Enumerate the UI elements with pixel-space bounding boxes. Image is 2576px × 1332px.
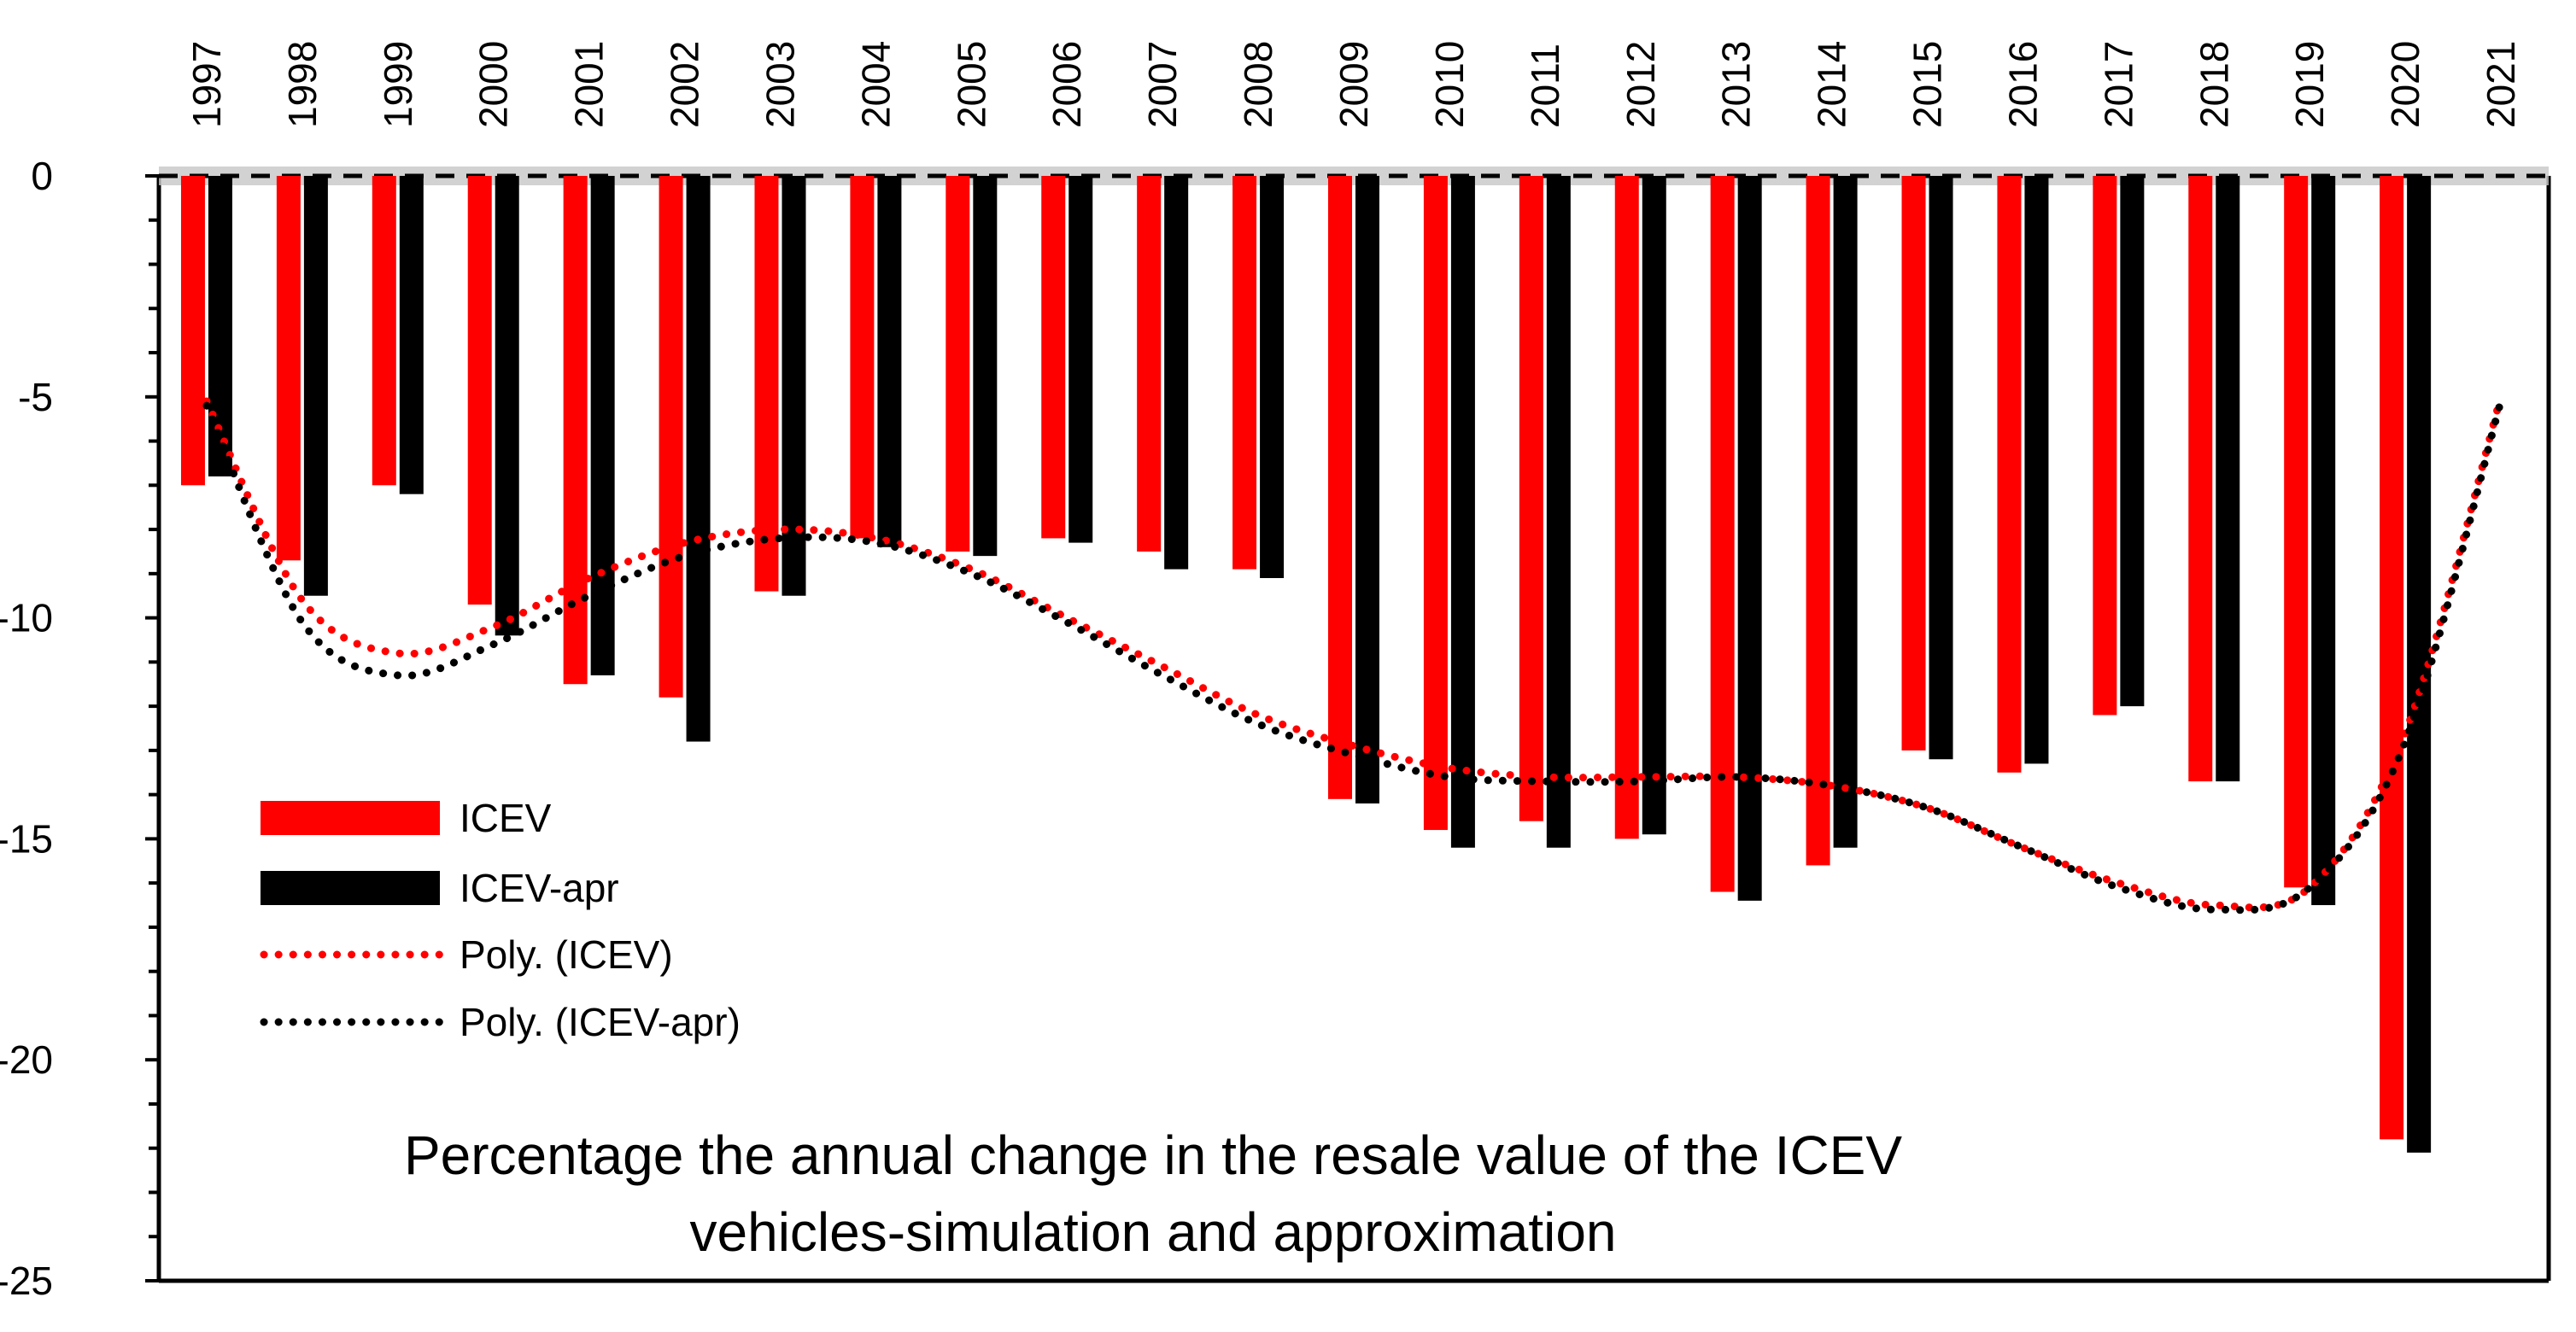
bar-icev-apr <box>303 176 328 596</box>
chart-title-line: Percentage the annual change in the resa… <box>404 1125 1902 1186</box>
bar-icev <box>372 176 396 486</box>
x-tick-label: 2020 <box>2383 41 2427 128</box>
legend-label: Poly. (ICEV) <box>460 932 673 977</box>
axes: 0 -5 -10 -15 -20 -25 1997 1998 1999 2000 2001 2002 2… <box>0 41 2551 1303</box>
y-tick-label: -10 <box>0 596 53 640</box>
bar-icev <box>1519 176 1543 821</box>
x-tick-label: 2016 <box>2000 41 2045 128</box>
legend-swatch <box>261 801 440 835</box>
bar-icev <box>1423 176 1448 831</box>
x-tick-label: 2007 <box>1140 41 1185 128</box>
x-tick-label: 2000 <box>471 41 516 128</box>
bar-icev-apr <box>2024 176 2049 764</box>
legend-label: Poly. (ICEV-apr) <box>460 1000 741 1044</box>
chart-title-line: vehicles-simulation and approximation <box>690 1201 1617 1263</box>
x-tick-label: 2003 <box>758 41 802 128</box>
bar-icev-apr <box>399 176 424 494</box>
bar-icev <box>180 176 205 486</box>
bar-icev-apr <box>1642 176 1666 835</box>
legend-label: ICEV-apr <box>460 866 619 910</box>
bar-icev-apr <box>877 176 902 547</box>
legend-swatch <box>261 871 440 905</box>
bar-icev <box>1232 176 1257 570</box>
bar-icev <box>659 176 683 698</box>
x-tick-label: 2015 <box>1906 41 1950 128</box>
bar-icev-apr <box>1737 176 1762 901</box>
bar-icev <box>1806 176 1830 866</box>
x-tick-label: 2002 <box>663 41 707 128</box>
bar-icev-apr <box>2120 176 2145 707</box>
bar-icev <box>1997 176 2022 773</box>
x-tick-label: 2009 <box>1332 41 1376 128</box>
chart-title: Percentage the annual change in the resa… <box>404 1125 1902 1263</box>
bar-icev <box>1710 176 1735 892</box>
y-tick-label: -5 <box>18 375 53 419</box>
bar-icev-apr <box>1546 176 1571 848</box>
x-tick-label: 2008 <box>1236 41 1280 128</box>
bar-icev <box>1137 176 1162 552</box>
bar-icev-apr <box>1164 176 1189 570</box>
x-tick-label: 2018 <box>2192 41 2236 128</box>
bar-icev <box>1328 176 1352 799</box>
x-tick-label: 2001 <box>567 41 612 128</box>
bar-icev-apr <box>2311 176 2336 906</box>
bar-icev <box>2284 176 2309 888</box>
bar-icev <box>850 176 875 539</box>
bar-icev-apr <box>1833 176 1858 848</box>
x-tick-label: 1998 <box>280 41 325 128</box>
x-tick-label: 2005 <box>949 41 993 128</box>
legend: ICEV ICEV-apr Poly. (ICEV) Poly. (ICEV-apr) <box>260 796 741 1044</box>
bar-icev <box>2093 176 2117 716</box>
trendline-icev-apr <box>202 397 2505 914</box>
bar-icev-apr <box>1068 176 1093 543</box>
bar-icev <box>1901 176 1926 751</box>
x-tick-label: 2019 <box>2287 41 2332 128</box>
bar-icev <box>467 176 492 605</box>
bar-icev-apr <box>1929 176 1953 760</box>
bar-icev-apr <box>2216 176 2240 782</box>
x-tick-label: 2004 <box>853 41 898 128</box>
y-tick-label: 0 <box>31 154 53 198</box>
x-tick-label: 2011 <box>1523 44 1567 128</box>
bar-icev <box>2380 176 2404 1140</box>
bar-icev <box>946 176 970 552</box>
x-tick-label: 2012 <box>1619 41 1663 128</box>
x-tick-label: 1997 <box>184 41 229 128</box>
y-tick-label: -20 <box>0 1037 53 1082</box>
bar-icev-apr <box>495 176 519 636</box>
x-tick-label: 2013 <box>1714 41 1759 128</box>
bar-icev-apr <box>973 176 998 557</box>
x-tick-label: 2010 <box>1427 41 1472 128</box>
y-tick-label: -15 <box>0 816 53 861</box>
bar-icev-apr <box>1355 176 1379 803</box>
x-tick-label: 2006 <box>1045 41 1089 128</box>
bar-icev-apr <box>590 176 615 675</box>
legend-label: ICEV <box>460 796 552 840</box>
bar-icev <box>563 176 588 685</box>
trendline-icev <box>202 393 2505 912</box>
trendlines <box>202 393 2505 914</box>
bar-icev-apr <box>686 176 711 742</box>
x-tick-label: 2017 <box>2096 41 2140 128</box>
x-tick-label: 2021 <box>2479 41 2523 128</box>
bar-icev <box>1614 176 1639 839</box>
bar-icev-apr <box>1450 176 1475 848</box>
bar-icev <box>2188 176 2213 782</box>
bar-icev <box>754 176 779 592</box>
bar-icev <box>1041 176 1066 539</box>
x-tick-label: 1999 <box>376 41 420 128</box>
bar-icev-apr <box>1260 176 1285 579</box>
bar-icev <box>276 176 301 561</box>
y-tick-label: -25 <box>0 1259 53 1303</box>
x-tick-label: 2014 <box>1810 41 1854 128</box>
